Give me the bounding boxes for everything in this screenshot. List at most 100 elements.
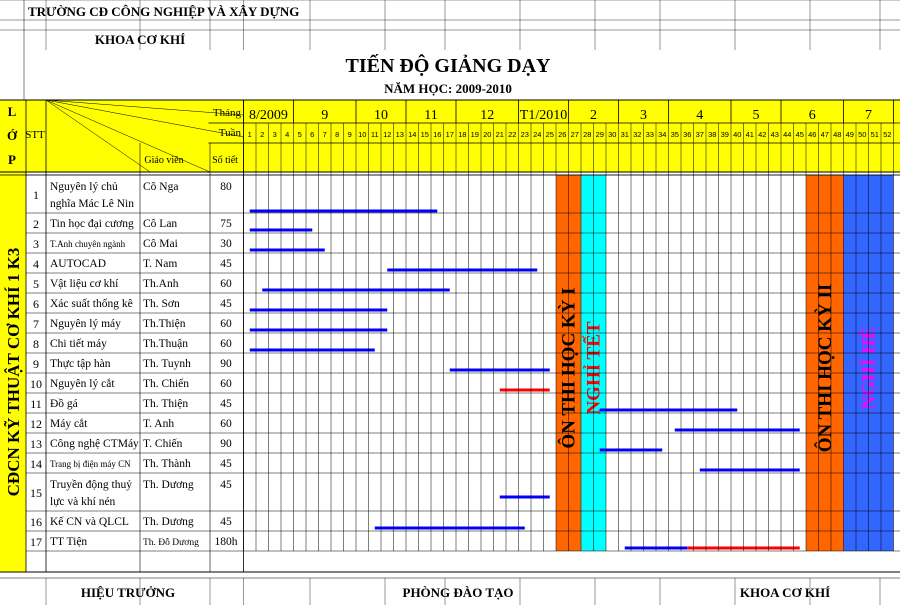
teacher-header: Giáo viên [144,155,183,166]
month-label: 9 [321,108,328,123]
course-name: Trang bị điện máy CN [50,459,131,469]
row-stt: 4 [33,257,39,271]
course-teacher: T. Nam [143,258,177,270]
course-hours: 45 [220,298,232,310]
month-label: 4 [696,108,703,123]
row-stt: 9 [33,357,39,371]
course-name: AUTOCAD [50,258,106,270]
course-name: Tin học đại cương [50,218,134,230]
course-hours: 45 [220,458,232,470]
course-name: Nguyên lý cắt [50,377,115,390]
course-hours: 45 [220,258,232,270]
thang-header: Tháng [213,107,242,119]
week-label: 41 [746,130,754,139]
course-name: Nguyên lý máy [50,318,121,330]
school-year: NĂM HỌC: 2009-2010 [384,81,512,96]
course-name: Xác suất thống kê [50,297,133,310]
month-label: 5 [753,108,760,123]
week-label: 40 [733,130,741,139]
row-stt: 7 [33,317,39,331]
week-label: 22 [508,130,516,139]
course-teacher: Th.Thiện [143,318,186,330]
course-name: Chi tiết máy [50,337,107,350]
course-hours: 60 [220,378,232,390]
row-stt: 2 [33,217,39,231]
course-teacher: Cô Lan [143,218,177,230]
block-label: ÔN THI HỌC KỲ II [814,284,836,453]
row-stt: 11 [30,397,42,411]
course-hours: 75 [220,218,232,230]
course-teacher: Th. Đỗ Dương [143,537,199,548]
week-label: 23 [521,130,529,139]
week-label: 25 [546,130,554,139]
row-stt: 5 [33,277,39,291]
week-label: 51 [871,130,879,139]
row-stt: 12 [30,417,42,431]
course-teacher: T. Chiến [143,437,183,450]
course-teacher: Th.Anh [143,278,179,290]
week-label: 24 [533,130,541,139]
row-stt: 15 [30,486,42,500]
course-hours: 90 [220,358,232,370]
week-label: 39 [721,130,729,139]
course-hours: 45 [220,479,232,491]
header-diagonal [45,99,244,138]
week-label: 6 [310,130,314,139]
week-label: 36 [683,130,691,139]
footer-training-office: PHÒNG ĐÀO TẠO [403,585,514,600]
schedule-grid: 8/2009 9 10 11 12 T1/2010 2 3 4 5 6 71 2 3 4 5 6 7 8 9 10 11 1… [30,108,894,551]
course-name: Kế CN và QLCL [50,515,129,528]
row-stt: 3 [33,237,39,251]
course-hours: 60 [220,278,232,290]
week-label: 16 [433,130,441,139]
week-label: 3 [273,130,277,139]
week-label: 33 [646,130,654,139]
week-label: 1 [248,130,252,139]
header-diagonal [45,99,244,116]
month-label: 8/2009 [249,108,288,123]
school-name: TRƯỜNG CĐ CÔNG NGHIỆP VÀ XÂY DỰNG [28,4,299,19]
lop-letter-2: Ớ [7,128,18,143]
week-label: 2 [260,130,264,139]
week-label: 31 [621,130,629,139]
course-name: Máy cắt [50,417,88,430]
course-teacher: Th. Tuynh [143,358,191,370]
week-label: 13 [396,130,404,139]
class-label: CĐCN KỸ THUẬT CƠ KHÍ 1 K3 [3,248,23,497]
table-header: L Ớ P STT Tháng Tuần Giáo viên Số tiết [0,100,900,172]
course-name: Đồ gá [50,397,78,410]
course-teacher: T. Anh [143,418,174,430]
week-label: 5 [298,130,302,139]
course-name: Truyền động thuỷ [50,478,132,491]
week-label: 47 [821,130,829,139]
course-name: Nguyên lý chủ [50,181,118,193]
course-hours: 60 [220,318,232,330]
month-label: 2 [590,108,597,123]
row-stt: 14 [30,457,42,471]
week-label: 35 [671,130,679,139]
week-label: 4 [285,130,289,139]
week-label: 17 [446,130,454,139]
week-label: 10 [358,130,366,139]
week-label: 21 [496,130,504,139]
course-teacher: Cô Nga [143,181,178,193]
course-hours: 60 [220,418,232,430]
month-label: 11 [424,108,437,123]
week-label: 44 [783,130,791,139]
week-label: 11 [371,130,379,139]
block-3 [806,175,844,551]
week-label: 19 [471,130,479,139]
month-label: 10 [374,108,388,123]
week-label: 12 [383,130,391,139]
week-label: 50 [858,130,866,139]
week-label: 18 [458,130,466,139]
page-title: TIẾN ĐỘ GIẢNG DẠY [345,53,551,77]
lop-letter-3: P [8,152,16,167]
course-name: Công nghệ CTMáy [50,438,139,450]
week-label: 9 [348,130,352,139]
week-label: 20 [483,130,491,139]
week-label: 29 [596,130,604,139]
stt-header: STT [25,129,45,141]
